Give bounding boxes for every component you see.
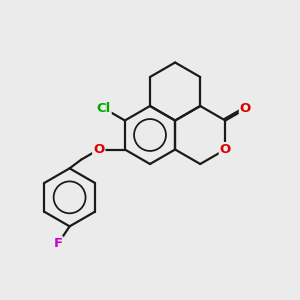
Text: O: O (220, 143, 231, 156)
Text: F: F (53, 237, 63, 250)
Text: O: O (240, 102, 251, 116)
Text: Cl: Cl (96, 102, 111, 115)
Text: O: O (93, 143, 104, 156)
